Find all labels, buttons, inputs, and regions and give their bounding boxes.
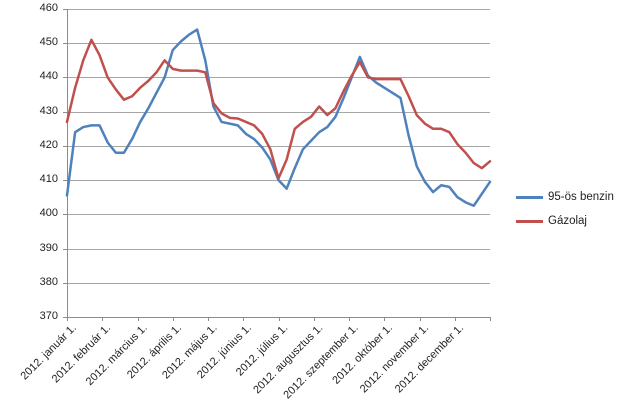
y-tick-label: 450 (39, 36, 58, 48)
legend-item-gazolaj: Gázolaj (516, 212, 614, 230)
legend-line-swatch-gazolaj (516, 219, 543, 223)
y-tick-label: 430 (39, 105, 58, 117)
legend-line-swatch-benzin (516, 195, 543, 199)
y-tick-label: 370 (39, 310, 58, 322)
legend-label-benzin: 95-ös benzin (548, 191, 614, 203)
y-tick-label: 380 (39, 276, 58, 288)
series-line-gazolaj (65, 38, 492, 180)
legend: 95-ös benzin Gázolaj (516, 188, 614, 236)
y-tick-label: 420 (39, 139, 58, 151)
y-tick-label: 410 (39, 173, 58, 185)
y-tick-label: 440 (39, 70, 58, 82)
y-tick-label: 400 (39, 207, 58, 219)
series-line-95-os-benzin (65, 28, 492, 208)
y-tick-label: 390 (39, 242, 58, 254)
legend-item-benzin: 95-ös benzin (516, 188, 614, 206)
y-tick-label: 460 (39, 2, 58, 14)
legend-label-gazolaj: Gázolaj (548, 215, 587, 227)
